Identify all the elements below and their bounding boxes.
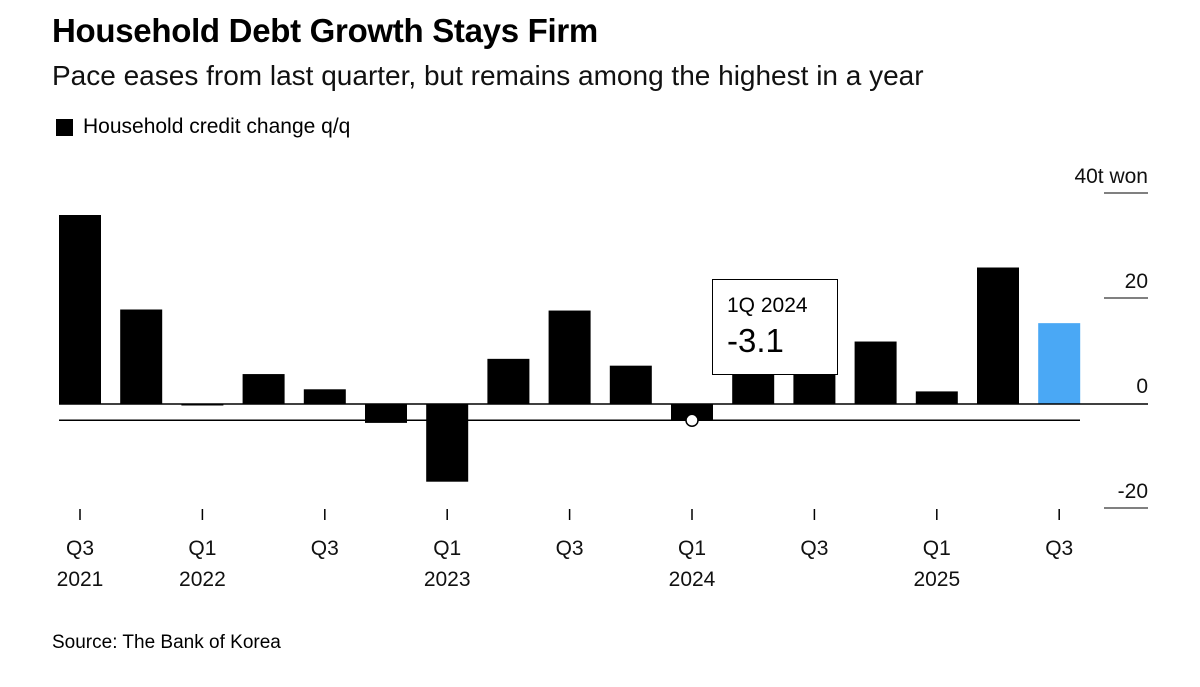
annotation-tooltip: 1Q 2024 -3.1 xyxy=(712,279,838,375)
x-tick-label-year: 2023 xyxy=(424,568,471,591)
x-tick-label-quarter: Q1 xyxy=(678,537,706,560)
x-tick-label-year: 2021 xyxy=(57,568,104,591)
bar xyxy=(977,267,1019,404)
bar xyxy=(671,404,713,421)
bar xyxy=(59,215,101,404)
bar xyxy=(915,391,958,404)
y-tick-label: -20 xyxy=(1118,480,1148,503)
bar xyxy=(242,374,285,404)
bar xyxy=(365,404,407,423)
bar xyxy=(1038,323,1081,404)
x-tick-label-quarter: Q1 xyxy=(433,537,461,560)
x-tick-label-quarter: Q3 xyxy=(1045,537,1073,560)
x-tick-label-quarter: Q1 xyxy=(923,537,951,560)
annotation-marker xyxy=(685,413,699,428)
y-tick-label: 20 xyxy=(1125,270,1148,293)
bar xyxy=(548,310,591,404)
x-tick-label-quarter: Q3 xyxy=(800,537,828,560)
chart-title: Household Debt Growth Stays Firm xyxy=(52,12,598,49)
x-tick-label-year: 2025 xyxy=(913,568,960,591)
tooltip-value: -3.1 xyxy=(727,322,784,359)
bar xyxy=(793,372,836,404)
x-tick-label-quarter: Q3 xyxy=(311,537,339,560)
y-tick-label: 0 xyxy=(1136,375,1148,398)
bar xyxy=(854,341,897,404)
tooltip-label: 1Q 2024 xyxy=(727,294,808,317)
x-tick-label-quarter: Q3 xyxy=(66,537,94,560)
bar xyxy=(303,389,346,404)
legend: Household credit change q/q xyxy=(56,115,350,139)
x-tick-label-quarter: Q3 xyxy=(556,537,584,560)
legend-swatch xyxy=(56,118,73,136)
x-tick-label-year: 2024 xyxy=(669,568,716,591)
bar xyxy=(487,358,530,404)
y-tick-label: 40t won xyxy=(1074,165,1148,188)
source-note: Source: The Bank of Korea xyxy=(52,632,281,653)
x-tick-label-year: 2022 xyxy=(179,568,226,591)
chart-subtitle: Pace eases from last quarter, but remain… xyxy=(52,60,924,91)
x-tick-label-quarter: Q1 xyxy=(188,537,216,560)
bar xyxy=(426,404,469,482)
legend-label: Household credit change q/q xyxy=(83,115,351,138)
bar xyxy=(732,372,775,404)
bar xyxy=(120,309,163,404)
bar xyxy=(609,365,652,404)
